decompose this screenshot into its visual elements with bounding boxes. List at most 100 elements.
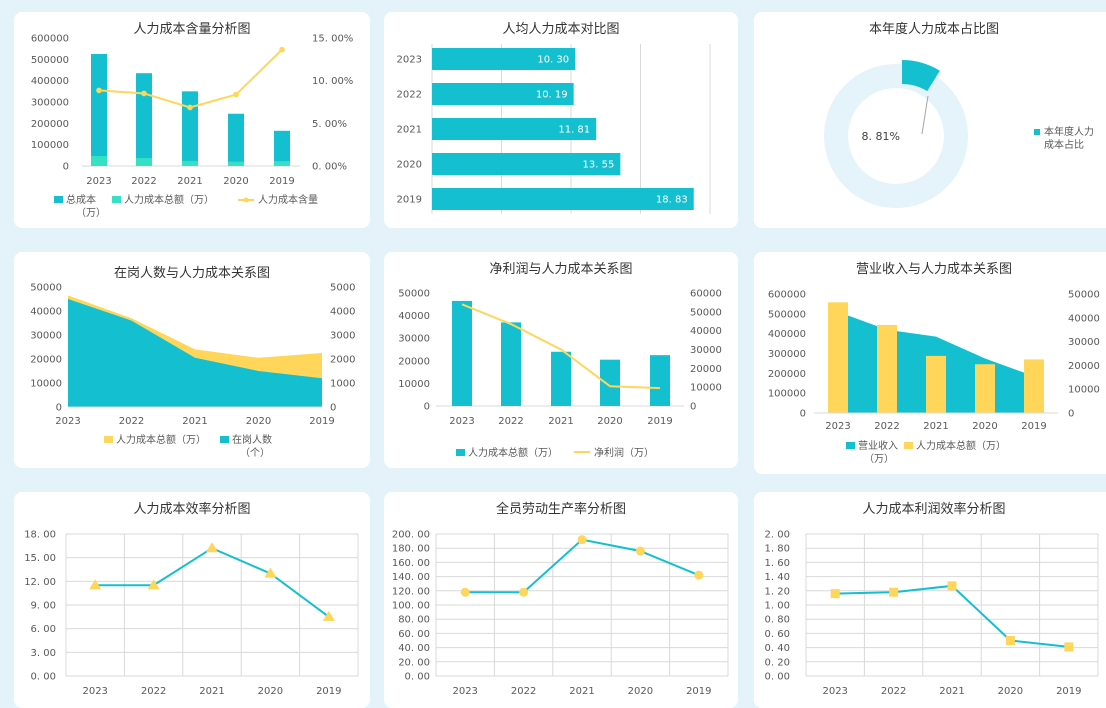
y-tick-label: 0. 00 (31, 672, 56, 683)
chart-per-capita-cost: 10. 30 2023 10. 19 2022 11. 81 2021 13. 55 2020… (397, 44, 711, 214)
x-tick-label: 2019 (309, 416, 334, 427)
y-tick-label: 600000 (31, 34, 69, 45)
y2-tick-label: 50000 (690, 307, 722, 318)
data-point (264, 567, 277, 578)
bar-human-cost (828, 302, 848, 413)
data-label: 11. 81 (558, 125, 590, 136)
y-tick-label: 120. 00 (392, 586, 430, 597)
y2-tick-label: 30000 (1068, 337, 1100, 348)
point-cost-content (141, 90, 147, 97)
x-tick-label: 2021 (923, 421, 948, 432)
panel-per-capita-cost: 人均人力成本对比图 10. 30 2023 10. 19 2022 11. 81 2021… (384, 12, 738, 228)
point-cost-content (187, 104, 193, 111)
chart-labor-productivity: 200. 00 180. 00 160. 00 140. 00 120. 00 100. … (392, 530, 729, 697)
data-point (830, 589, 840, 599)
panel-cost-efficiency: 人力成本效率分析图 18. 00 15. 00 12. 00 9. 00 6. 00 3.… (14, 492, 370, 708)
data-line (465, 538, 700, 594)
x-tick-label: 2019 (269, 176, 294, 187)
x-tick-label: 2021 (939, 686, 964, 697)
x-tick-label: 2023 (86, 176, 111, 187)
y-tick-label: 30000 (30, 331, 62, 342)
leader-line (921, 95, 929, 135)
chart-title: 全员劳动生产率分析图 (495, 502, 626, 517)
y-tick-label: 0. 20 (765, 657, 790, 668)
y-tick-label: 180. 00 (392, 544, 430, 555)
area-staff-count (68, 299, 322, 407)
panel-staff-vs-cost: 在岗人数与人力成本关系图 50000 40000 30000 20000 10000 0 5… (14, 252, 370, 468)
y-tick-label: 2021 (397, 125, 422, 136)
legend-label: 总成本 (66, 193, 96, 206)
y-tick-label: 2023 (397, 55, 422, 66)
y2-tick-label: 0 (1068, 409, 1074, 420)
x-tick-label: 2020 (998, 686, 1023, 697)
y2-tick-label: 0 (690, 402, 696, 413)
y-tick-label: 600000 (768, 290, 806, 301)
y-tick-label: 20000 (398, 356, 430, 367)
bar-human-cost (1024, 359, 1044, 413)
data-point (89, 579, 102, 590)
x-tick-label: 2022 (141, 686, 166, 697)
y-tick-label: 0. 00 (765, 672, 790, 683)
data-point (947, 581, 957, 591)
y2-tick-label: 30000 (690, 345, 722, 356)
y-tick-label: 0. 40 (765, 643, 790, 654)
chart-title: 人均人力成本对比图 (502, 22, 620, 37)
y2-tick-label: 10. 00% (312, 76, 353, 87)
data-line (95, 547, 330, 618)
data-line (835, 584, 1069, 648)
y-tick-label: 160. 00 (392, 558, 430, 569)
chart-cost-efficiency: 18. 00 15. 00 12. 00 9. 00 6. 00 3. 00 0. 00 20… (24, 530, 359, 697)
data-label: 10. 30 (537, 55, 569, 66)
legend-label: 营业收入 (858, 439, 898, 452)
y2-tick-label: 10000 (690, 383, 722, 394)
data-point (1005, 636, 1015, 645)
data-point (322, 610, 335, 621)
y-tick-label: 0. 00 (405, 672, 430, 683)
x-tick-label: 2023 (825, 421, 850, 432)
x-tick-label: 2023 (449, 416, 474, 427)
y-tick-label: 9. 00 (31, 601, 56, 612)
legend-marker (243, 197, 249, 203)
y2-tick-label: 4000 (330, 307, 355, 318)
data-point (460, 587, 470, 597)
y-tick-label: 300000 (31, 98, 69, 109)
data-point (1064, 642, 1074, 652)
legend-label: 净利润（万） (594, 446, 654, 459)
y2-tick-label: 40000 (1068, 313, 1100, 324)
y2-tick-label: 3000 (330, 331, 355, 342)
y-tick-label: 30000 (398, 334, 430, 345)
bar-human-cost (136, 158, 152, 166)
y-tick-label: 0 (63, 162, 69, 173)
chart-cost-share: 8. 81% 本年度人力成本占比 (824, 60, 1094, 208)
y-tick-label: 10000 (398, 379, 430, 390)
legend-label: 本年度人力 (1044, 125, 1094, 138)
y-tick-label: 80. 00 (398, 615, 430, 626)
x-tick-label: 2019 (1021, 421, 1046, 432)
y2-tick-label: 40000 (690, 326, 722, 337)
y-tick-label: 40000 (30, 307, 62, 318)
x-tick-label: 2021 (548, 416, 573, 427)
y-tick-label: 10000 (30, 379, 62, 390)
y-tick-label: 300000 (768, 349, 806, 360)
bar-per-capita-cost (432, 153, 621, 175)
chart-title: 在岗人数与人力成本关系图 (113, 266, 270, 281)
point-cost-content (96, 87, 102, 94)
panel-cost-share: 本年度人力成本占比图 8. 81% 本年度人力 成本占比 (754, 12, 1106, 228)
y-tick-label: 40000 (398, 311, 430, 322)
donut-remainder (824, 64, 968, 208)
y-tick-label: 0. 80 (765, 615, 790, 626)
x-tick-label: 2021 (177, 176, 202, 187)
y2-tick-label: 20000 (690, 364, 722, 375)
legend-label: （个） (240, 447, 270, 459)
y-tick-label: 0 (424, 402, 430, 413)
bar-human-cost (452, 300, 472, 406)
point-cost-content (279, 46, 285, 53)
chart-title: 净利润与人力成本关系图 (489, 262, 633, 277)
x-tick-label: 2020 (258, 686, 283, 697)
x-tick-label: 2022 (511, 686, 536, 697)
y-tick-label: 3. 00 (31, 648, 56, 659)
legend-swatch-revenue (846, 442, 855, 449)
data-point (694, 570, 704, 580)
legend-swatch-total-cost (54, 196, 63, 203)
legend-swatch-human-cost (104, 436, 113, 443)
